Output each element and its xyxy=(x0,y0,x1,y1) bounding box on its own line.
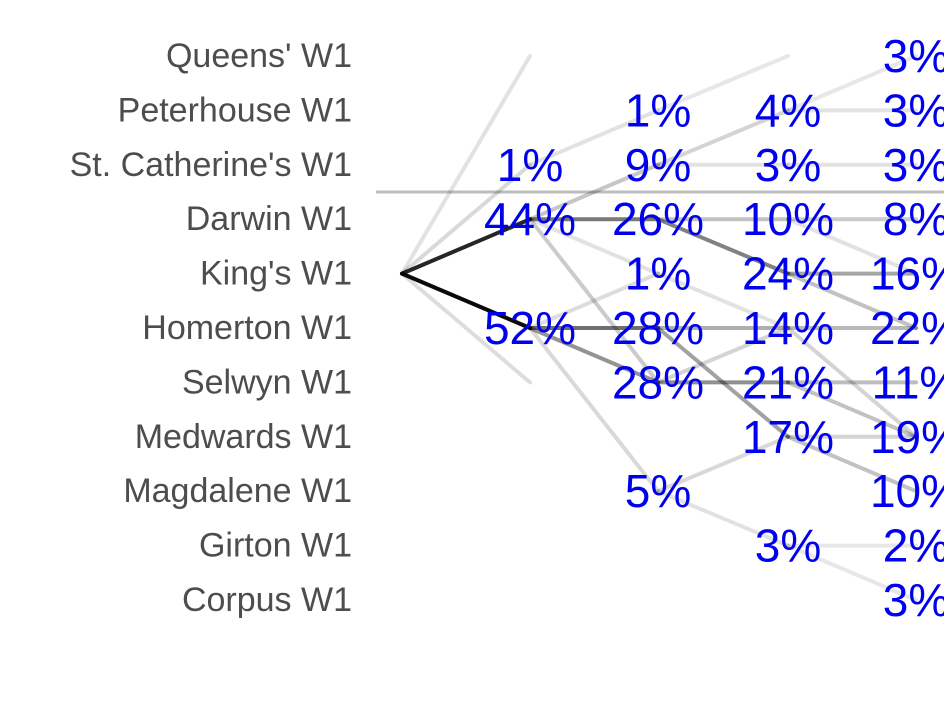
crew-label-homerton-w1: Homerton W1 xyxy=(142,309,352,347)
crew-label-peterhouse-w1: Peterhouse W1 xyxy=(118,91,352,129)
probability-label-day4-st-catherine-s-w1: 3% xyxy=(883,139,944,191)
transition-line-day3-magdalene-w1-to-girton-w1 xyxy=(656,489,790,548)
transition-line-day2-darwin-w1-to-king-s-w1 xyxy=(528,217,660,276)
transition-line-day3-st-catherine-s-w1-to-peterhouse-w1 xyxy=(656,108,790,167)
crew-labels: Queens' W1 Peterhouse W1 St. Catherine's W… xyxy=(70,37,352,619)
crew-label-medwards-w1: Medwards W1 xyxy=(135,418,352,456)
transition-line-day1-king-s-w1-to-homerton-w1 xyxy=(400,271,532,330)
probability-label-day2-king-s-w1: 1% xyxy=(625,248,691,300)
transition-line-day4-medwards-w1-to-magdalene-w1 xyxy=(786,434,918,494)
probability-label-day4-girton-w1: 2% xyxy=(883,520,944,572)
transition-line-day2-st-catherine-s-w1-to-peterhouse-w1 xyxy=(528,108,660,167)
transition-line-day4-selwyn-w1-to-medwards-w1 xyxy=(786,380,918,439)
transition-line-day3-king-s-w1-to-homerton-w1 xyxy=(656,271,790,330)
probability-label-day3-girton-w1: 3% xyxy=(755,520,821,572)
probability-label-day1-st-catherine-s-w1: 1% xyxy=(497,139,563,191)
transition-line-day3-darwin-w1-to-king-s-w1 xyxy=(656,217,790,276)
probability-label-day3-peterhouse-w1: 4% xyxy=(755,84,821,136)
transition-line-day1-king-s-w1-to-selwyn-w1 xyxy=(400,271,532,385)
transition-line-day2-homerton-w1-to-selwyn-w1 xyxy=(528,326,660,385)
transition-line-day1-king-s-w1-to-st-catherine-s-w1 xyxy=(400,162,532,276)
probability-label-day4-medwards-w1: 19% xyxy=(870,411,944,463)
transition-line-day4-girton-w1-to-corpus-w1 xyxy=(786,543,918,602)
transition-line-day3-selwyn-w1-to-homerton-w1 xyxy=(656,326,790,385)
probability-label-day2-homerton-w1: 28% xyxy=(612,302,704,354)
transition-lines xyxy=(400,54,918,602)
probability-label-day2-selwyn-w1: 28% xyxy=(612,356,704,408)
transition-line-day1-king-s-w1-to-darwin-w1 xyxy=(400,217,532,276)
transition-line-day2-darwin-w1-to-selwyn-w1 xyxy=(528,217,660,385)
probability-label-day3-king-s-w1: 24% xyxy=(742,248,834,300)
probability-label-day3-selwyn-w1: 21% xyxy=(742,356,834,408)
crew-label-king-s-w1: King's W1 xyxy=(200,255,352,293)
transition-line-day4-king-s-w1-to-homerton-w1 xyxy=(786,271,918,330)
transition-line-day4-homerton-w1-to-medwards-w1 xyxy=(786,326,918,439)
probability-label-day2-st-catherine-s-w1: 9% xyxy=(625,139,691,191)
probability-label-day4-corpus-w1: 3% xyxy=(883,574,944,626)
probability-label-day4-peterhouse-w1: 3% xyxy=(883,84,944,136)
probability-label-day4-darwin-w1: 8% xyxy=(883,193,944,245)
probability-label-day2-peterhouse-w1: 1% xyxy=(625,84,691,136)
transition-line-day1-king-s-w1-to-queens-w1 xyxy=(400,54,532,276)
crew-label-st-catherine-s-w1: St. Catherine's W1 xyxy=(70,146,352,184)
transition-line-day2-homerton-w1-to-king-s-w1 xyxy=(528,271,660,330)
crew-label-darwin-w1: Darwin W1 xyxy=(186,200,352,238)
transition-line-day3-homerton-w1-to-medwards-w1 xyxy=(656,326,790,439)
probability-label-day1-homerton-w1: 52% xyxy=(484,302,576,354)
probability-label-day2-darwin-w1: 26% xyxy=(612,193,704,245)
probability-label-day4-king-s-w1: 16% xyxy=(870,248,944,300)
transition-line-day4-peterhouse-w1-to-queens-w1 xyxy=(786,54,918,113)
crew-label-girton-w1: Girton W1 xyxy=(199,527,352,565)
probability-label-day4-homerton-w1: 22% xyxy=(870,302,944,354)
probability-label-day1-darwin-w1: 44% xyxy=(484,193,576,245)
transition-line-day4-darwin-w1-to-king-s-w1 xyxy=(786,217,918,276)
crew-label-queens-w1: Queens' W1 xyxy=(166,37,352,75)
transition-line-day3-magdalene-w1-to-medwards-w1 xyxy=(656,434,790,494)
crew-label-selwyn-w1: Selwyn W1 xyxy=(182,363,352,401)
probability-label-day3-darwin-w1: 10% xyxy=(742,193,834,245)
probability-label-day3-homerton-w1: 14% xyxy=(742,302,834,354)
probability-label-day3-medwards-w1: 17% xyxy=(742,411,834,463)
crew-label-corpus-w1: Corpus W1 xyxy=(182,581,352,619)
probability-label-day4-magdalene-w1: 10% xyxy=(870,465,944,517)
transition-line-day2-darwin-w1-to-st-catherine-s-w1 xyxy=(528,162,660,222)
probability-label-day3-st-catherine-s-w1: 3% xyxy=(755,139,821,191)
probability-labels: 1%44%52%1%9%26%1%28%28%5%4%3%10%24%14%21… xyxy=(484,30,944,626)
probability-label-day4-selwyn-w1: 11% xyxy=(872,356,944,408)
crew-label-magdalene-w1: Magdalene W1 xyxy=(123,472,352,510)
probability-label-day2-magdalene-w1: 5% xyxy=(625,465,691,517)
transition-line-day2-homerton-w1-to-magdalene-w1 xyxy=(528,326,660,494)
probability-label-day4-queens-w1: 3% xyxy=(883,30,944,82)
transition-line-day3-peterhouse-w1-to-queens-w1 xyxy=(656,54,790,113)
